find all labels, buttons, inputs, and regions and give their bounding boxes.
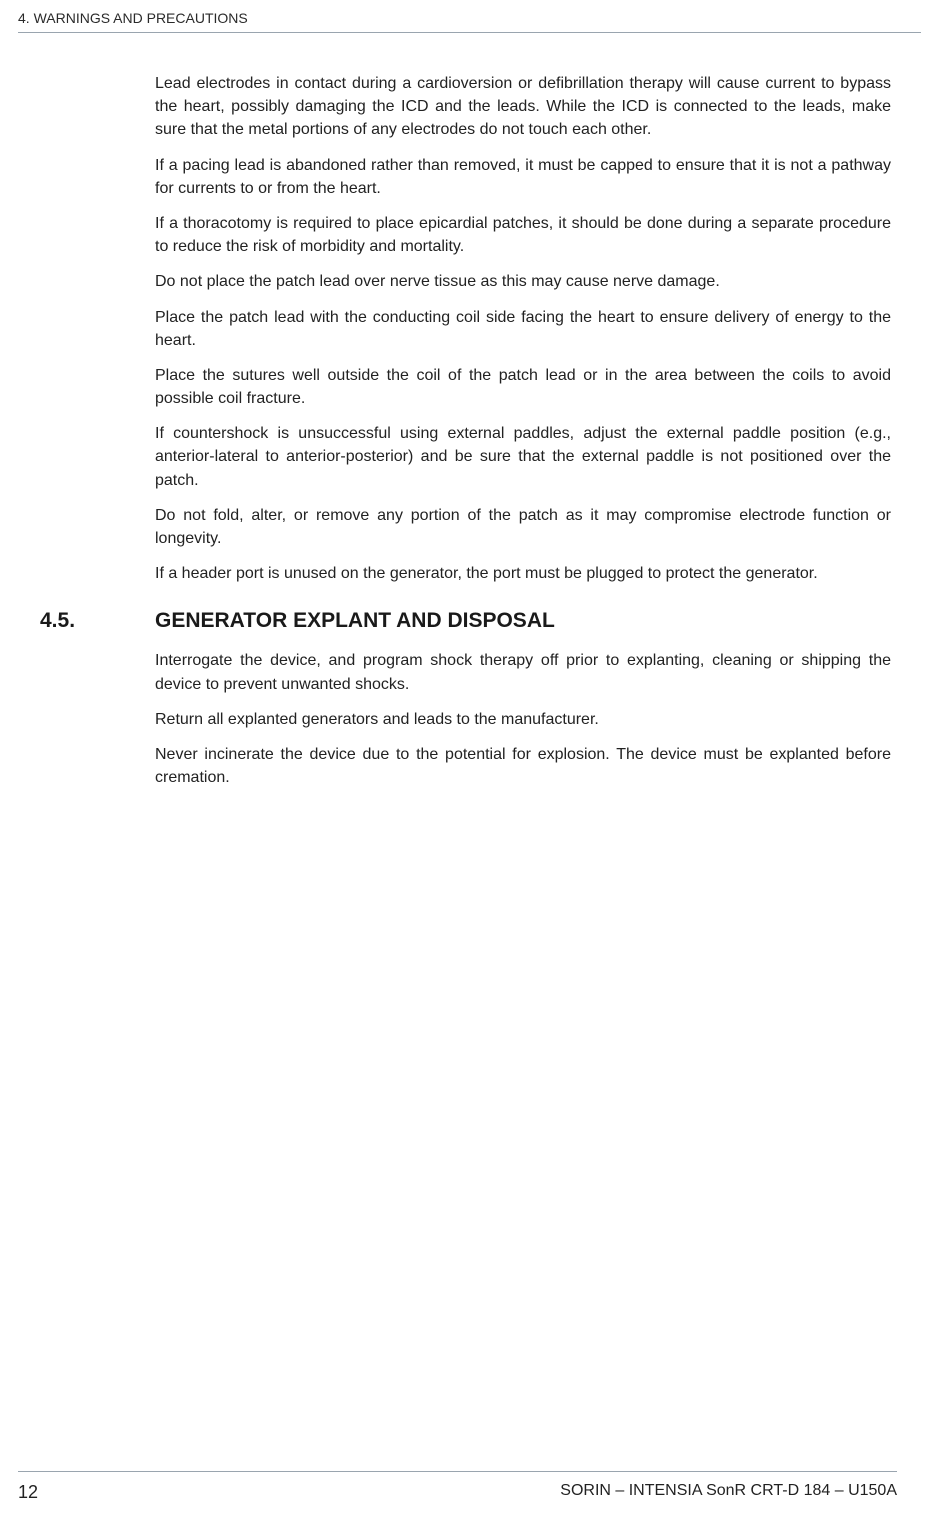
section-paragraph: Interrogate the device, and program shoc… — [155, 649, 891, 695]
section-paragraph: Never incinerate the device due to the p… — [155, 743, 891, 789]
body-paragraph: If countershock is unsuccessful using ex… — [155, 422, 891, 492]
section-paragraph: Return all explanted generators and lead… — [155, 708, 891, 731]
body-paragraph: If a pacing lead is abandoned rather tha… — [155, 154, 891, 200]
body-paragraph: Lead electrodes in contact during a card… — [155, 72, 891, 142]
body-paragraph: Do not fold, alter, or remove any portio… — [155, 504, 891, 550]
body-paragraph: If a header port is unused on the genera… — [155, 562, 891, 585]
body-paragraph: Place the patch lead with the conducting… — [155, 306, 891, 352]
section-number: 4.5. — [40, 609, 75, 633]
running-header: 4. WARNINGS AND PRECAUTIONS — [18, 10, 921, 33]
page-number: 12 — [18, 1482, 38, 1503]
body-paragraph: If a thoracotomy is required to place ep… — [155, 212, 891, 258]
section-title: GENERATOR EXPLANT AND DISPOSAL — [155, 609, 555, 633]
running-header-text: 4. WARNINGS AND PRECAUTIONS — [18, 10, 248, 26]
page-footer: 12 SORIN – INTENSIA SonR CRT-D 184 – U15… — [18, 1471, 897, 1503]
body-paragraph: Do not place the patch lead over nerve t… — [155, 270, 891, 293]
section-heading: 4.5. GENERATOR EXPLANT AND DISPOSAL — [155, 609, 891, 633]
body-paragraph: Place the sutures well outside the coil … — [155, 364, 891, 410]
content-area: Lead electrodes in contact during a card… — [155, 72, 891, 801]
document-id: SORIN – INTENSIA SonR CRT-D 184 – U150A — [560, 1482, 897, 1503]
